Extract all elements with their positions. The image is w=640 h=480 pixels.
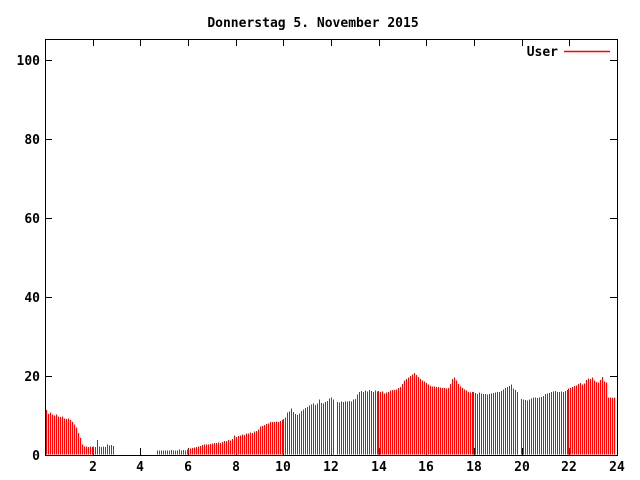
- x-tick-label: 16: [418, 460, 434, 475]
- legend-label: User: [527, 45, 558, 60]
- y-tick-label: 100: [17, 54, 41, 69]
- x-tick-label: 24: [609, 460, 625, 475]
- y-tick-label: 80: [24, 133, 40, 148]
- plot-border: [45, 39, 618, 456]
- x-tick-label: 2: [89, 460, 97, 475]
- bar-series-user: [46, 372, 615, 455]
- x-tick-label: 10: [275, 460, 291, 475]
- x-tick-label: 6: [184, 460, 192, 475]
- y-tick-label: 0: [32, 449, 40, 464]
- y-tick-label: 60: [24, 212, 40, 227]
- x-tick-label: 12: [323, 460, 339, 475]
- x-tick-label: 8: [232, 460, 240, 475]
- x-tick-label: 22: [561, 460, 577, 475]
- axis-ticks: [45, 39, 618, 456]
- chart-title: Donnerstag 5. November 2015: [207, 16, 418, 31]
- y-tick-label: 40: [24, 291, 40, 306]
- x-tick-label: 20: [514, 460, 530, 475]
- y-tick-label: 20: [24, 370, 40, 385]
- x-tick-label: 4: [136, 460, 144, 475]
- x-tick-label: 18: [466, 460, 482, 475]
- x-tick-label: 14: [371, 460, 387, 475]
